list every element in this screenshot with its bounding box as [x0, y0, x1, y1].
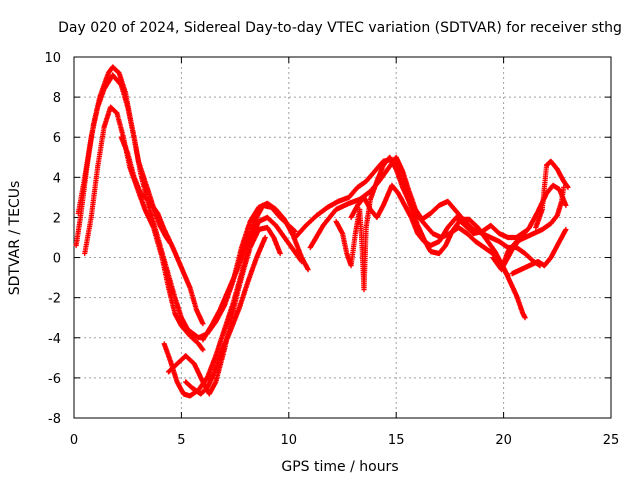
y-tick-label: -4: [48, 332, 61, 347]
marker-trail: [183, 234, 268, 397]
y-tick-label: 0: [53, 252, 61, 267]
data-markers: [73, 64, 571, 399]
x-tick-label: 20: [495, 433, 512, 448]
series-track-6: [165, 224, 283, 397]
marker-trail: [533, 158, 571, 231]
x-axis-label: GPS time / hours: [281, 459, 398, 475]
y-tick-label: -2: [48, 292, 61, 307]
series-track-15: [533, 158, 571, 231]
x-tick-label: 5: [177, 433, 185, 448]
x-tick-label: 25: [603, 433, 620, 448]
y-tick-label: 8: [53, 91, 61, 106]
y-tick-label: 2: [53, 211, 61, 226]
series-track-7: [183, 234, 268, 397]
series-track-12: [348, 182, 528, 249]
x-tick-label: 10: [281, 433, 298, 448]
chart-title: Day 020 of 2024, Sidereal Day-to-day VTE…: [58, 20, 622, 36]
y-tick-label: -8: [48, 412, 61, 427]
marker-trail: [200, 202, 298, 343]
series-track-4: [118, 134, 206, 327]
series-track-11: [333, 154, 511, 293]
series-track-16: [509, 226, 569, 277]
series-track-3: [82, 104, 206, 353]
y-tick-label: 10: [44, 51, 61, 66]
marker-trail: [118, 134, 206, 327]
x-tick-label: 15: [388, 433, 405, 448]
marker-trail: [348, 182, 528, 249]
y-axis-label: SDTVAR / TECUs: [7, 181, 23, 296]
marker-trail: [333, 154, 511, 293]
y-tick-label: -6: [48, 372, 61, 387]
plot-frame: [73, 56, 612, 419]
series-track-8: [200, 202, 298, 343]
y-tick-label: 6: [53, 131, 61, 146]
marker-trail: [82, 104, 206, 353]
axis-ticks: 0 5 10 15 20 25 -8 -6 -4 -2 0 2 4 6 8 10: [44, 51, 619, 448]
marker-trail: [509, 226, 569, 277]
y-tick-label: 4: [53, 171, 61, 186]
marker-trail: [165, 224, 283, 397]
x-tick-label: 0: [70, 433, 78, 448]
